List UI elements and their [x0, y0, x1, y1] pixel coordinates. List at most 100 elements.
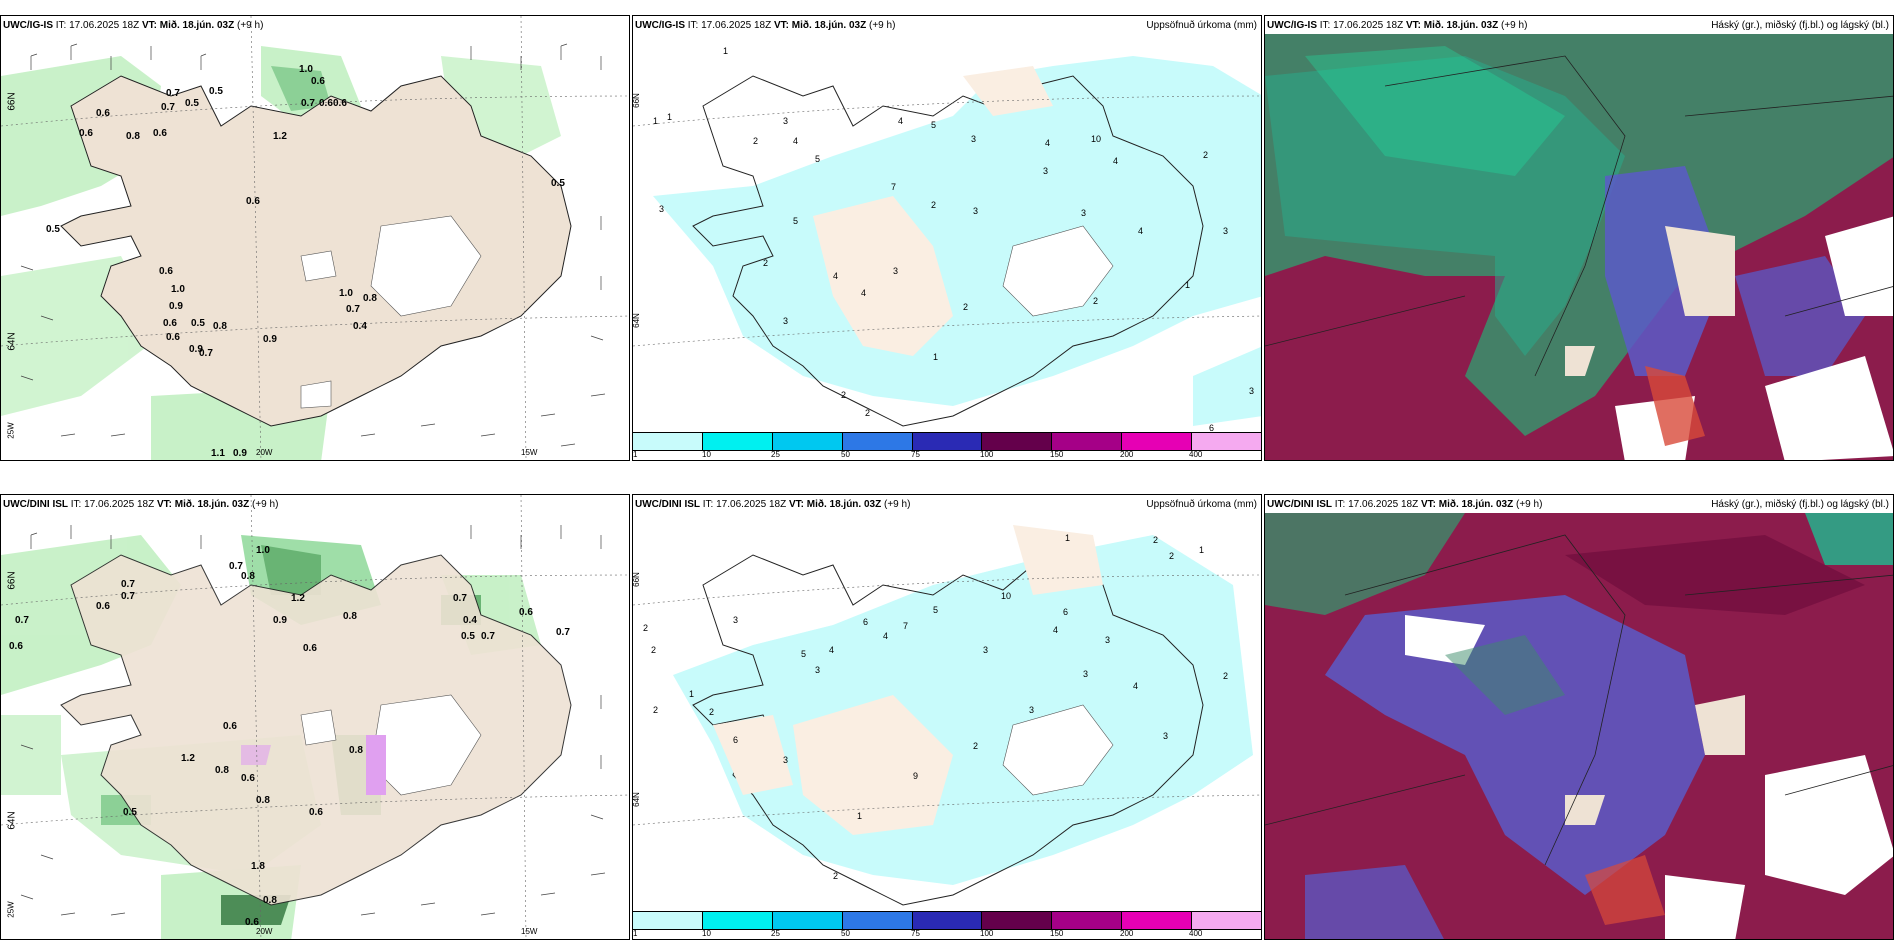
lat-label-66: 66N	[6, 92, 18, 111]
colorbar-swatch	[842, 433, 913, 450]
lon-label-25: 25W	[6, 901, 16, 918]
wind-value: 1.1	[211, 448, 225, 459]
wind-value: 1.0	[339, 288, 353, 299]
precip-value: 1	[857, 811, 863, 821]
precip-value: 4	[1053, 625, 1059, 635]
wind-value: 0.7	[556, 627, 570, 638]
lon-label-25: 25W	[6, 422, 16, 439]
colorbar-tick: 25	[771, 450, 780, 459]
precip-value: 2	[931, 200, 937, 210]
precip-map	[633, 525, 1261, 906]
precip-value: 3	[983, 645, 989, 655]
colorbar-tick: 100	[980, 929, 994, 938]
lon-label-20: 20W	[256, 448, 273, 457]
wind-value: 0.7	[229, 561, 243, 572]
lon-label-15: 15W	[521, 927, 538, 936]
colorbar-tick: 1	[633, 929, 638, 938]
lon-label-20: 20W	[256, 927, 273, 936]
wind-value: 0.6	[311, 76, 325, 87]
wind-value: 0.7	[199, 348, 213, 359]
wind-value: 0.6	[153, 128, 167, 139]
wind-value: 0.6	[245, 917, 259, 928]
wind-value: 0.7	[121, 579, 135, 590]
precip-value: 2	[651, 645, 657, 655]
cloud-title: Háský (gr.), miðský (fj.bl.) og lágský (…	[1711, 20, 1889, 31]
colorbar-swatch	[772, 433, 843, 450]
wind-value: 0.4	[463, 615, 477, 626]
wind-value: 0.6	[223, 721, 237, 732]
wind-value: 0.9	[273, 615, 287, 626]
wind-value: 0.6	[96, 601, 110, 612]
colorbar-swatch	[633, 912, 703, 929]
wind-value: 0.5	[209, 86, 223, 97]
precip-value: 3	[1223, 226, 1229, 236]
precip-value: 2	[653, 705, 659, 715]
wind-value: 0.6	[319, 98, 333, 109]
precip-value: 3	[971, 134, 977, 144]
precip-value: 5	[793, 216, 799, 226]
wind-value: 0.9	[189, 344, 203, 355]
precip-value: 2	[1203, 150, 1209, 160]
panel-header: UWC/IG-IS IT: 17.06.2025 18Z VT: Mið. 18…	[1267, 20, 1528, 31]
wind-value: 0.8	[363, 293, 377, 304]
precip-value: 6	[1063, 607, 1069, 617]
wind-value: 0.6	[163, 318, 177, 329]
lat-label-64: 64N	[6, 811, 18, 830]
precip-value: 5	[815, 154, 821, 164]
precip-value: 4	[1133, 681, 1139, 691]
precip-value: 3	[893, 266, 899, 276]
wind-value: 0.7	[453, 593, 467, 604]
wind-value: 1.0	[171, 284, 185, 295]
cloud-panel-dini: UWC/DINI ISL IT: 17.06.2025 18Z VT: Mið.…	[1264, 494, 1894, 940]
colorbar-tick: 1	[633, 450, 638, 459]
precip-value: 3	[783, 116, 789, 126]
precip-value: 2	[709, 707, 715, 717]
precip-value: 4	[793, 136, 799, 146]
lat-label-66: 66N	[632, 572, 641, 587]
colorbar-swatch	[982, 433, 1053, 450]
precip-value: 2	[833, 871, 839, 881]
wind-value: 0.5	[461, 631, 475, 642]
wind-value: 0.7	[15, 615, 29, 626]
precip-value: 3	[1083, 669, 1089, 679]
wind-panel-igis: UWC/IG-IS IT: 17.06.2025 18Z VT: Mið. 18…	[0, 15, 630, 461]
precip-value: 2	[763, 258, 769, 268]
precip-colorbar: 1 10 25 50 75 100 150 200 400	[633, 911, 1261, 939]
precip-panel-igis: UWC/IG-IS IT: 17.06.2025 18Z VT: Mið. 18…	[632, 15, 1262, 461]
colorbar-tick: 400	[1189, 450, 1203, 459]
colorbar-tick: 50	[841, 929, 850, 938]
precip-value: 6	[733, 735, 739, 745]
colorbar-swatch	[702, 912, 773, 929]
colorbar-tick: 50	[841, 450, 850, 459]
panel-header: UWC/DINI ISL IT: 17.06.2025 18Z VT: Mið.…	[635, 499, 911, 510]
colorbar-swatch	[1192, 912, 1261, 929]
wind-value: 0.7	[346, 304, 360, 315]
colorbar-swatch	[633, 433, 703, 450]
colorbar-swatch	[1052, 433, 1123, 450]
precip-map	[633, 56, 1261, 427]
precip-value: 4	[898, 116, 904, 126]
lat-label-66: 66N	[632, 93, 641, 108]
precip-value: 3	[659, 204, 665, 214]
wind-value: 1.8	[251, 861, 265, 872]
precip-value: 4	[1138, 226, 1144, 236]
wind-value: 0.6	[309, 807, 323, 818]
cloud-title: Háský (gr.), miðský (fj.bl.) og lágský (…	[1711, 499, 1889, 510]
precip-title: Uppsöfnuð úrkoma (mm)	[1146, 499, 1257, 510]
precip-value: 4	[833, 271, 839, 281]
precip-value: 2	[865, 408, 871, 418]
colorbar-swatch	[1122, 433, 1193, 450]
precip-value: 7	[891, 182, 897, 192]
colorbar-swatch	[912, 433, 983, 450]
precip-value: 9	[913, 771, 919, 781]
precip-value: 2	[1093, 296, 1099, 306]
wind-value: 0.5	[46, 224, 60, 235]
precip-value: 1	[1065, 533, 1071, 543]
panel-header: UWC/DINI ISL IT: 17.06.2025 18Z VT: Mið.…	[1267, 499, 1543, 510]
wind-value: 0.7	[121, 591, 135, 602]
colorbar-swatch	[772, 912, 843, 929]
precip-value: 3	[1105, 635, 1111, 645]
wind-value: 0.6	[519, 607, 533, 618]
colorbar-swatch	[982, 912, 1053, 929]
wind-value: 0.9	[169, 301, 183, 312]
